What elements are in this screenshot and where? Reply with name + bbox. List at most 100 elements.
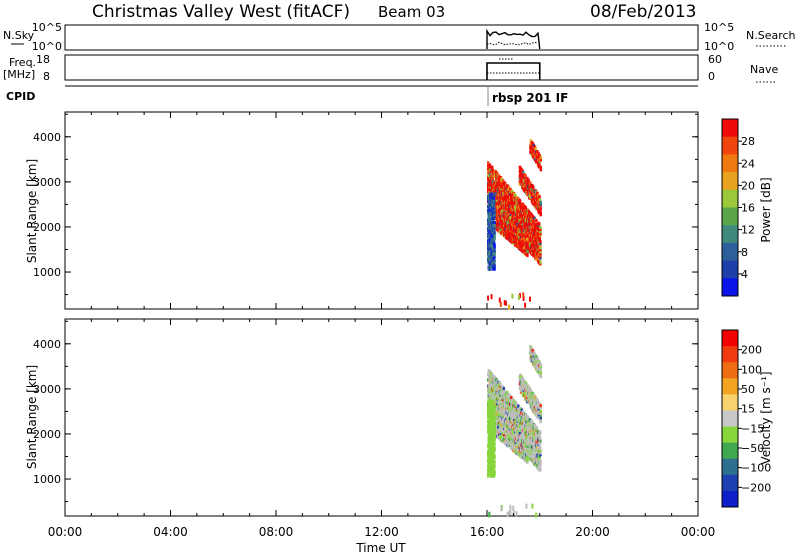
range-cell [493,446,496,450]
colorbar-tick-label: 8 [741,246,748,259]
colorbar-swatch [722,442,738,460]
range-cell [493,237,496,241]
range-cell [493,247,496,251]
range-cell [534,147,537,151]
nsearch-label: N.Search [746,29,796,42]
range-cell [487,405,490,409]
range-cell [539,447,542,451]
range-cell [520,375,523,379]
range-cell [493,448,496,452]
range-cell [489,423,493,428]
range-cell [522,390,526,395]
range-cell [522,296,525,302]
range-cell [535,218,538,223]
range-cell [506,512,509,518]
range-cell [539,416,542,420]
range-cell [489,235,493,239]
range-cell [489,421,493,425]
range-cell [533,411,537,415]
range-cell [539,205,542,209]
range-cell [492,202,496,206]
range-cell [528,220,531,224]
range-cell [487,446,490,450]
range-cell [493,255,496,259]
range-cell [539,463,542,467]
colorbar-swatch [722,458,738,476]
range-cell [492,224,496,229]
range-cell [526,245,529,249]
range-cell [487,245,490,249]
range-cell [512,510,515,516]
range-cell [493,460,496,464]
range-cell [492,216,496,221]
freq-frame [64,54,699,81]
range-cell [490,208,493,212]
y-tick-label: 1000 [33,266,61,279]
range-cell [488,200,492,204]
range-cell [521,376,524,381]
range-cell [534,358,537,362]
range-cell [538,154,541,158]
colorbar-swatch [722,362,738,379]
range-cell [492,241,496,245]
freq-unit: [MHz] [3,68,35,81]
range-cell [539,231,542,236]
range-cell [500,187,503,191]
range-cell [520,388,524,392]
range-cell [492,444,496,448]
range-cell [493,464,496,468]
range-cell [531,185,535,189]
power-x-ticks [64,112,699,309]
range-cell [492,468,496,472]
range-cell [509,212,513,216]
range-cell [493,226,496,231]
range-cell [492,440,496,444]
range-cell [526,444,529,448]
range-cell [539,449,542,453]
range-cell [526,251,529,255]
range-cell [490,419,493,423]
range-cell [492,196,496,200]
range-cell [528,296,531,302]
time-axis-ticks: 00:00 04:00 08:00 12:00 16:00 20:00 00:00 [48,525,716,539]
freq-panel: Freq. [MHz] 18 8 60 0 Nave [3,53,778,83]
range-cell [534,396,537,400]
range-cell [524,302,527,308]
freq-tick-top: 18 [36,53,50,66]
range-cell [537,401,541,405]
range-cell [529,193,532,197]
range-cell [514,407,517,411]
range-cell [504,300,507,306]
range-cell [539,262,542,266]
range-cell [493,212,496,216]
range-cell [493,222,496,227]
range-cell [539,227,542,232]
range-cell [522,378,526,382]
time-tick-label: 20:00 [575,525,610,539]
cpid-label: CPID [6,90,35,103]
range-cell [532,448,535,453]
range-cell [539,420,542,424]
range-cell [489,222,492,227]
range-cell [492,194,496,198]
colorbar-swatch [722,378,738,395]
range-cell [493,421,496,425]
range-cell [499,417,502,421]
range-cell [503,181,507,185]
range-cell [496,206,500,210]
range-cell [536,415,540,419]
range-cell [528,435,531,440]
range-cell [489,440,492,444]
range-cell [525,241,529,245]
colorbar-swatch [722,260,738,279]
nsearch-tick-top: 10^5 [704,21,734,34]
range-cell [539,256,542,260]
range-cell [493,263,496,267]
range-cell [501,417,505,421]
range-cell [539,371,543,375]
range-cell [536,399,540,403]
range-cell [539,166,543,170]
nsky-label: N.Sky [3,29,35,42]
range-cell [523,184,526,188]
range-cell [493,214,496,218]
